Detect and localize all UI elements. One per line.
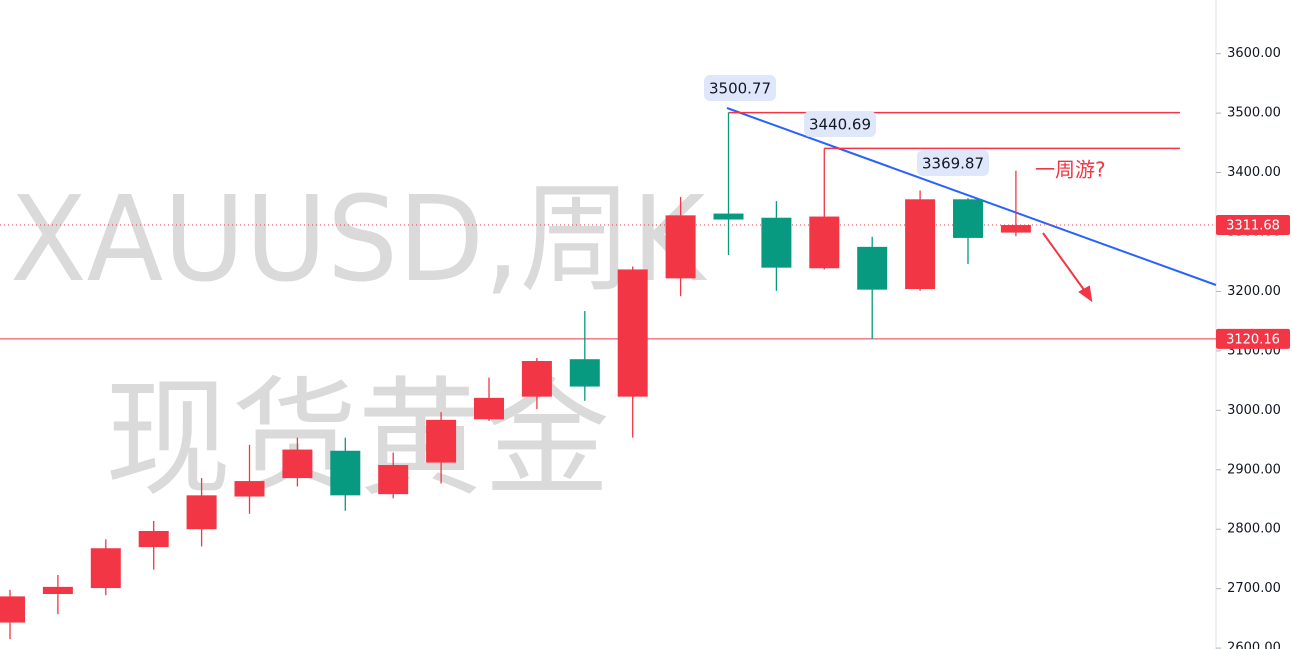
candle-body xyxy=(713,213,744,220)
callout-label: 3440.69 xyxy=(809,116,871,134)
candle-body xyxy=(138,531,169,548)
y-tick-label: 3000.00 xyxy=(1227,403,1281,418)
candle-body xyxy=(186,495,217,530)
y-tick-label: 2600.00 xyxy=(1227,641,1281,649)
y-tick-label: 3400.00 xyxy=(1227,165,1281,180)
candle-body xyxy=(617,269,648,397)
arrow xyxy=(1042,232,1093,303)
candle-body xyxy=(953,199,983,238)
watermark: XAUUSD,周K xyxy=(10,170,707,308)
y-tick-label: 2900.00 xyxy=(1227,462,1281,477)
y-tick-label: 2700.00 xyxy=(1227,581,1281,596)
annotation: 一周游? xyxy=(1035,158,1106,182)
y-tick-label: 2800.00 xyxy=(1227,522,1281,537)
candle-body xyxy=(330,450,361,496)
candle-body xyxy=(474,397,504,420)
callout-box xyxy=(704,75,776,101)
trend-line xyxy=(726,107,1217,286)
candle-body xyxy=(809,216,840,269)
candle-body xyxy=(0,596,25,623)
candle-body xyxy=(378,465,409,495)
callout-label: 3500.77 xyxy=(709,80,771,98)
candle-body xyxy=(857,246,888,290)
candle-body xyxy=(521,360,552,397)
price-tag xyxy=(1216,215,1290,236)
candle-body xyxy=(234,481,265,497)
price-tag-label: 3120.16 xyxy=(1226,332,1280,347)
candle-body xyxy=(569,359,600,387)
callout-label: 3369.87 xyxy=(922,155,984,173)
candle-body xyxy=(42,586,73,595)
callout-box xyxy=(917,150,989,176)
y-tick-label: 3500.00 xyxy=(1227,106,1281,121)
candle-body xyxy=(1000,225,1031,233)
candle-body xyxy=(665,215,696,279)
candle-body xyxy=(90,548,121,589)
price-tag xyxy=(1216,328,1290,349)
y-tick-label: 3600.00 xyxy=(1227,46,1281,61)
candle-body xyxy=(282,449,313,479)
candle-body xyxy=(426,419,457,463)
candle-body xyxy=(761,217,792,268)
candle-body xyxy=(905,199,936,290)
price-tag-label: 3311.68 xyxy=(1226,219,1280,234)
callout-box xyxy=(804,111,876,137)
y-tick-label: 3200.00 xyxy=(1227,284,1281,299)
